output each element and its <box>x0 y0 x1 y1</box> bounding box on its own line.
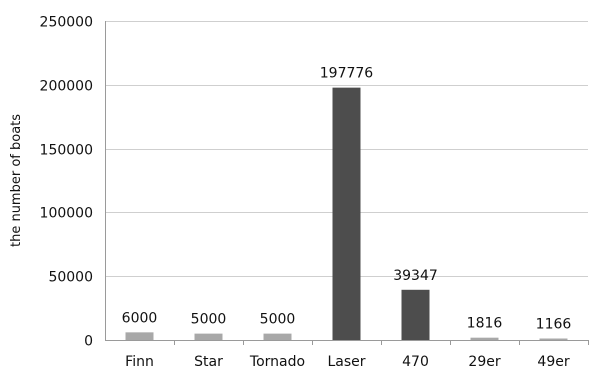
bar-470 <box>401 289 430 340</box>
y-tick-label: 50000 <box>48 270 93 286</box>
x-tick-label: Finn <box>125 354 154 369</box>
x-tick-label: Star <box>194 354 223 369</box>
x-tick-label: Laser <box>327 354 365 369</box>
x-tick-label: Tornado <box>249 354 305 369</box>
data-label: 1166 <box>536 317 572 333</box>
data-label: 39347 <box>393 268 438 284</box>
x-tick-label: 29er <box>468 354 500 369</box>
data-label: 5000 <box>191 312 227 328</box>
x-tick-label: 470 <box>402 354 429 369</box>
y-tick-label: 200000 <box>40 79 93 95</box>
bar-tornado <box>263 333 292 340</box>
y-tick-label: 150000 <box>40 143 93 159</box>
labels: 0 50000 100000 150000 200000 250000 Finn 6000 St… <box>40 15 572 369</box>
data-label: 5000 <box>260 312 296 328</box>
y-axis-title: the number of boats <box>9 114 24 247</box>
bar-49er <box>539 338 568 340</box>
data-label: 6000 <box>122 310 158 326</box>
axes <box>105 21 589 345</box>
y-tick-label: 100000 <box>40 206 93 222</box>
bar-29er <box>470 337 499 340</box>
x-tick-label: 49er <box>537 354 569 369</box>
bar-laser <box>332 87 361 341</box>
data-label: 1816 <box>467 316 503 332</box>
y-tick-label: 250000 <box>40 15 93 31</box>
bar-finn <box>125 332 154 340</box>
y-tick-label: 0 <box>84 334 93 350</box>
bars <box>125 87 568 341</box>
bar-star <box>194 333 223 340</box>
data-label: 197776 <box>320 66 374 82</box>
